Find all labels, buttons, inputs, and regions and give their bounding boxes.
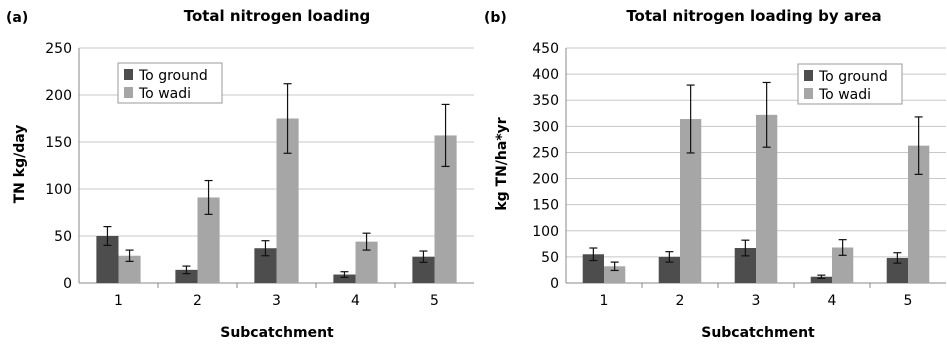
y-tick-label: 300 (532, 119, 559, 135)
bar-to-wadi (434, 135, 457, 283)
y-tick-label: 400 (532, 67, 559, 83)
bar-to-wadi (355, 241, 378, 283)
legend-swatch (804, 70, 813, 81)
bar-to-wadi (908, 145, 930, 283)
x-tick-label: 5 (904, 293, 913, 309)
chart-b-svg: (b) Total nitrogen loading by area Subca… (484, 7, 946, 341)
bar-to-ground (886, 257, 908, 283)
bar-to-wadi (756, 114, 778, 283)
y-tick-label: 50 (541, 250, 559, 266)
legend-swatch (124, 87, 133, 98)
x-tick-label: 3 (752, 293, 761, 309)
bar-to-ground (175, 269, 198, 283)
bar-to-ground (810, 276, 832, 283)
y-tick-label: 250 (45, 41, 72, 57)
legend: To ground To wadi (797, 63, 903, 105)
legend-swatch (124, 69, 133, 80)
panel-tag: (b) (484, 10, 507, 26)
y-tick-label: 50 (54, 229, 72, 245)
x-tick-label: 4 (828, 293, 837, 309)
bar-to-ground (582, 254, 604, 283)
chart-panel-b: (b) Total nitrogen loading by area Subca… (478, 0, 947, 346)
y-axis-label: TN kg/day (12, 125, 28, 204)
chart-panel-a: (a) Total nitrogen loading Subcatchment … (6, 7, 474, 341)
y-tick-label: 250 (532, 145, 559, 161)
x-tick-label: 1 (600, 293, 609, 309)
y-tick-label: 150 (532, 198, 559, 214)
x-tick-label: 2 (676, 293, 685, 309)
legend-label: To wadi (818, 87, 871, 103)
x-tick-label: 5 (430, 293, 439, 309)
chart-title: Total nitrogen loading (184, 7, 371, 25)
plot-area: 0 50 100 150 200 250 300 350 400 450 1 2 3 4 5 To groun… (532, 41, 946, 309)
y-tick-label: 100 (532, 224, 559, 240)
bar-to-wadi (197, 197, 220, 283)
bar-to-ground (412, 256, 435, 283)
x-tick-label: 4 (351, 293, 360, 309)
y-axis-label: kg TN/ha*yr (494, 117, 510, 210)
panel-tag: (a) (6, 10, 28, 26)
y-tick-label: 150 (45, 135, 72, 151)
bar-to-ground (734, 248, 756, 283)
bar-to-wadi (604, 266, 626, 283)
bar-to-ground (333, 274, 356, 283)
legend-box (117, 62, 223, 104)
legend-swatch (804, 88, 813, 99)
plot-area: 0 50 100 150 200 250 1 2 3 4 5 To ground To wadi (45, 41, 474, 309)
y-tick-label: 200 (532, 172, 559, 188)
legend-label: To ground (138, 68, 208, 84)
legend-label: To ground (818, 69, 888, 85)
y-tick-label: 0 (550, 276, 559, 292)
bar-to-ground (96, 236, 119, 283)
y-tick-label: 450 (532, 41, 559, 57)
bar-to-ground (254, 248, 277, 283)
bar-to-wadi (118, 255, 141, 283)
x-axis-label: Subcatchment (220, 325, 334, 341)
x-axis-label: Subcatchment (701, 325, 815, 341)
bar-to-wadi (680, 119, 702, 284)
legend: To ground To wadi (117, 62, 223, 104)
x-tick-label: 1 (114, 293, 123, 309)
y-tick-label: 0 (63, 276, 72, 292)
legend-label: To wadi (138, 86, 191, 102)
x-tick-label: 2 (193, 293, 202, 309)
y-tick-label: 100 (45, 182, 72, 198)
chart-title: Total nitrogen loading by area (626, 7, 881, 25)
x-tick-label: 3 (272, 293, 281, 309)
y-tick-label: 350 (532, 93, 559, 109)
legend-box (797, 63, 903, 105)
bar-to-ground (658, 256, 680, 283)
bar-to-wadi (276, 118, 299, 283)
bar-to-wadi (832, 247, 854, 283)
chart-a-svg: (a) Total nitrogen loading Subcatchment … (6, 7, 474, 341)
y-tick-label: 200 (45, 88, 72, 104)
